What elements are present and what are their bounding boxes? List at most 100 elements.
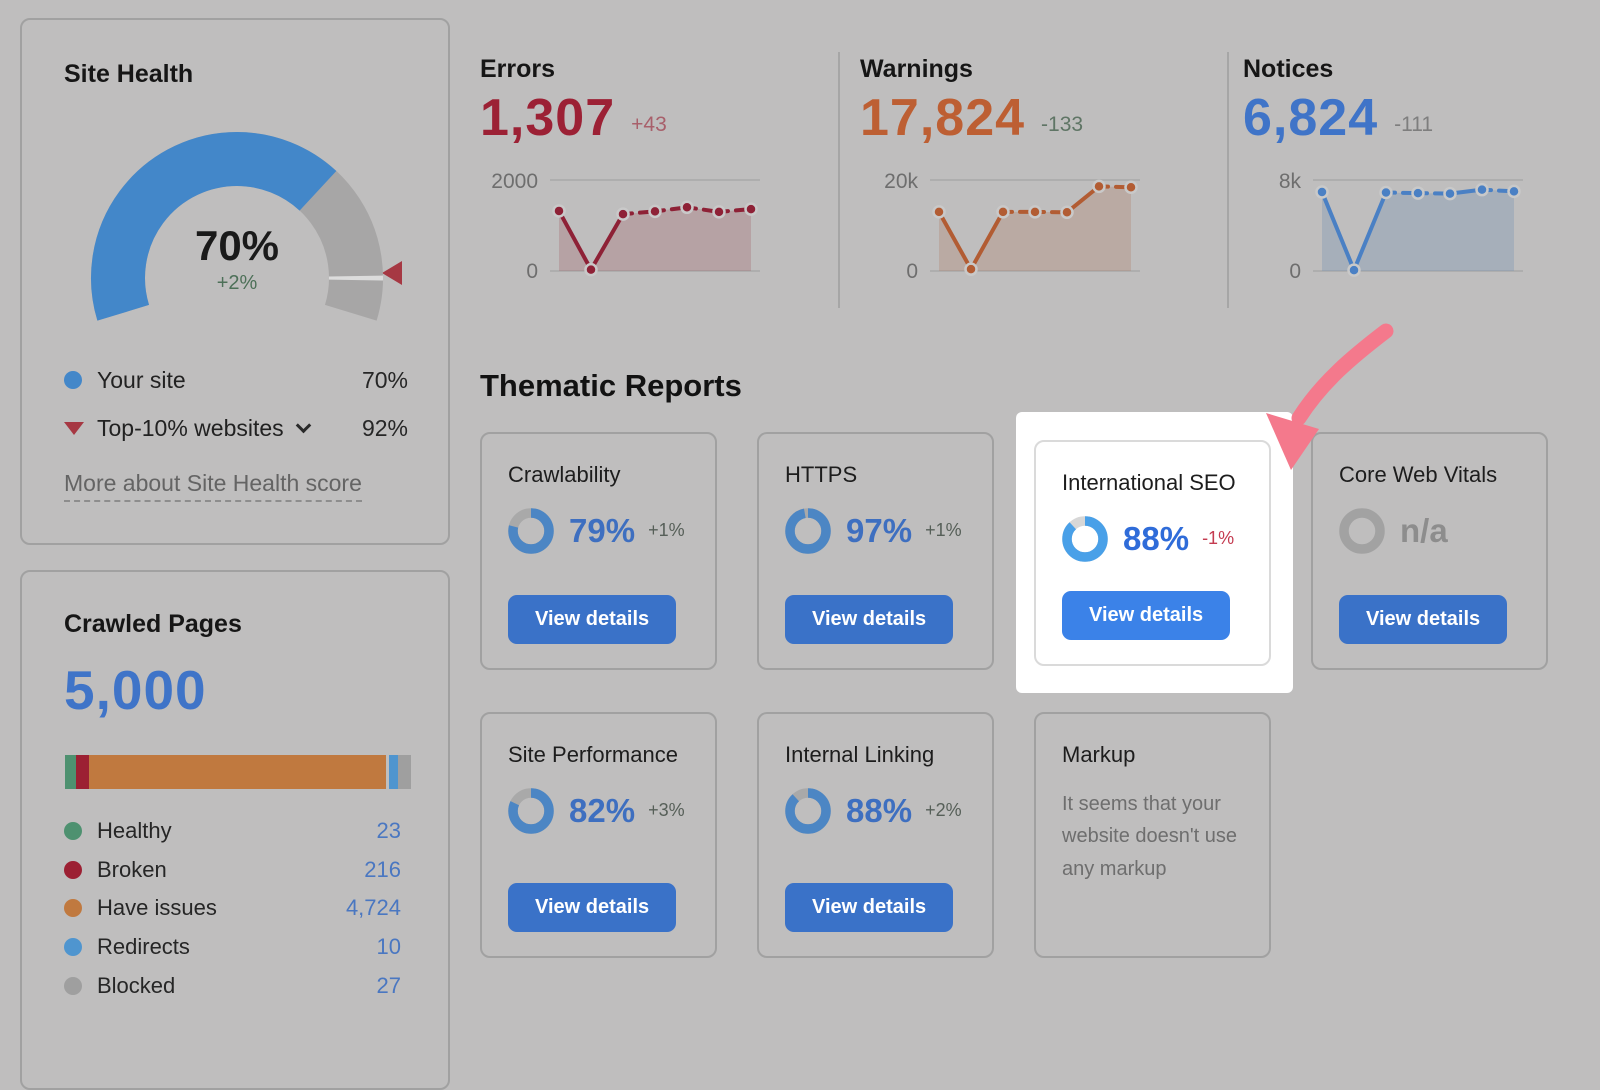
- broken-dot-icon: [64, 861, 82, 879]
- bar-segment: [65, 755, 76, 789]
- report-card-core-web-vitals: Core Web Vitals n/a View details: [1311, 432, 1548, 670]
- warnings-axis-labels: 20k 0: [860, 174, 918, 278]
- view-details-button[interactable]: View details: [1062, 591, 1230, 640]
- score-donut-icon: [508, 788, 554, 834]
- crawled-pages-stacked-bar: [65, 755, 410, 789]
- view-details-button[interactable]: View details: [1339, 595, 1507, 644]
- report-card-title: Crawlability: [508, 459, 689, 492]
- warnings-kpi: Warnings 17,824 -133 20k 0: [860, 55, 1140, 283]
- bar-segment: [389, 755, 398, 789]
- report-card-crawlability: Crawlability 79% +1% View details: [480, 432, 717, 670]
- markup-message: It seems that your website doesn't use a…: [1062, 788, 1243, 886]
- errors-sparkline-chart: [550, 174, 760, 283]
- errors-value: 1,307: [480, 92, 615, 144]
- site-health-info-link[interactable]: More about Site Health score: [64, 470, 362, 502]
- legend-value: 70%: [362, 367, 408, 394]
- report-score: 82%: [569, 792, 635, 830]
- legend-row-blocked: Blocked 27: [64, 966, 401, 1005]
- crawled-pages-title: Crawled Pages: [64, 610, 242, 639]
- report-card-title: Internal Linking: [785, 739, 966, 772]
- crawled-pages-total: 5,000: [64, 658, 207, 722]
- legend-label: Blocked: [97, 973, 175, 999]
- report-card-international-seo: International SEO 88% -1% View details: [1034, 440, 1271, 666]
- report-card-internal-linking: Internal Linking 88% +2% View details: [757, 712, 994, 958]
- report-card-site-performance: Site Performance 82% +3% View details: [480, 712, 717, 958]
- legend-row-broken: Broken 216: [64, 851, 401, 890]
- view-details-button[interactable]: View details: [785, 883, 953, 932]
- legend-row-have-issues: Have issues 4,724: [64, 889, 401, 928]
- legend-label: Have issues: [97, 895, 217, 921]
- bar-segment: [89, 755, 386, 789]
- redirects-dot-icon: [64, 938, 82, 956]
- report-score: 88%: [1123, 520, 1189, 558]
- legend-value: 92%: [362, 415, 408, 442]
- report-card-title: Core Web Vitals: [1339, 459, 1520, 492]
- legend-value: 23: [377, 818, 401, 844]
- report-card-title: Markup: [1062, 739, 1243, 772]
- notices-title: Notices: [1243, 55, 1523, 84]
- your-site-dot-icon: [64, 371, 82, 389]
- report-card-title: International SEO: [1062, 467, 1243, 500]
- legend-value: 27: [377, 973, 401, 999]
- benchmark-marker-icon: [382, 261, 402, 285]
- thematic-reports-title: Thematic Reports: [480, 368, 742, 404]
- legend-row-healthy: Healthy 23: [64, 812, 401, 851]
- axis-bottom-label: 0: [526, 260, 538, 284]
- axis-top-label: 8k: [1279, 170, 1301, 194]
- report-card-https: HTTPS 97% +1% View details: [757, 432, 994, 670]
- report-delta: +1%: [925, 520, 962, 541]
- score-donut-icon: [1062, 516, 1108, 562]
- legend-label: Healthy: [97, 818, 172, 844]
- score-donut-icon: [1339, 508, 1385, 554]
- notices-sparkline-chart: [1313, 174, 1523, 283]
- kpi-divider: [1227, 52, 1229, 308]
- errors-title: Errors: [480, 55, 760, 84]
- warnings-sparkline-chart: [930, 174, 1140, 283]
- healthy-dot-icon: [64, 822, 82, 840]
- view-details-button[interactable]: View details: [508, 595, 676, 644]
- report-card-title: Site Performance: [508, 739, 689, 772]
- legend-value: 10: [377, 934, 401, 960]
- report-score: n/a: [1400, 512, 1448, 550]
- warnings-delta: -133: [1041, 113, 1083, 144]
- legend-value: 216: [364, 857, 401, 883]
- legend-row-redirects: Redirects 10: [64, 928, 401, 967]
- warnings-value: 17,824: [860, 92, 1025, 144]
- site-health-legend: Your site 70% Top-10% websites 92%: [64, 356, 408, 452]
- crawled-pages-card: Crawled Pages 5,000 Healthy 23 Broken 21…: [20, 570, 450, 1090]
- site-health-gauge: 70% +2%: [91, 128, 383, 326]
- report-card-title: HTTPS: [785, 459, 966, 492]
- legend-label: Your site: [97, 367, 186, 394]
- chevron-down-icon[interactable]: [295, 418, 311, 434]
- site-health-card: Site Health 70% +2% Your site 70% Top-10…: [20, 18, 450, 545]
- axis-bottom-label: 0: [906, 260, 918, 284]
- axis-top-label: 2000: [491, 170, 538, 194]
- legend-row-your-site: Your site 70%: [64, 356, 408, 404]
- report-score: 79%: [569, 512, 635, 550]
- kpi-divider: [838, 52, 840, 308]
- bar-segment: [76, 755, 89, 789]
- legend-row-top10-websites[interactable]: Top-10% websites 92%: [64, 404, 408, 452]
- view-details-button[interactable]: View details: [508, 883, 676, 932]
- score-donut-icon: [508, 508, 554, 554]
- report-score: 97%: [846, 512, 912, 550]
- score-donut-icon: [785, 788, 831, 834]
- errors-kpi: Errors 1,307 +43 2000 0: [480, 55, 760, 283]
- view-details-button[interactable]: View details: [785, 595, 953, 644]
- report-delta: +3%: [648, 800, 685, 821]
- report-score: 88%: [846, 792, 912, 830]
- report-delta: +1%: [648, 520, 685, 541]
- legend-label: Top-10% websites: [97, 415, 284, 442]
- report-delta: +2%: [925, 800, 962, 821]
- notices-kpi: Notices 6,824 -111 8k 0: [1243, 55, 1523, 283]
- score-donut-icon: [785, 508, 831, 554]
- legend-value: 4,724: [346, 895, 401, 921]
- legend-label: Redirects: [97, 934, 190, 960]
- axis-top-label: 20k: [884, 170, 918, 194]
- warnings-title: Warnings: [860, 55, 1140, 84]
- site-health-title: Site Health: [64, 60, 193, 89]
- notices-delta: -111: [1394, 113, 1433, 144]
- crawled-pages-legend: Healthy 23 Broken 216 Have issues 4,724 …: [64, 812, 401, 1005]
- axis-bottom-label: 0: [1289, 260, 1301, 284]
- blocked-dot-icon: [64, 977, 82, 995]
